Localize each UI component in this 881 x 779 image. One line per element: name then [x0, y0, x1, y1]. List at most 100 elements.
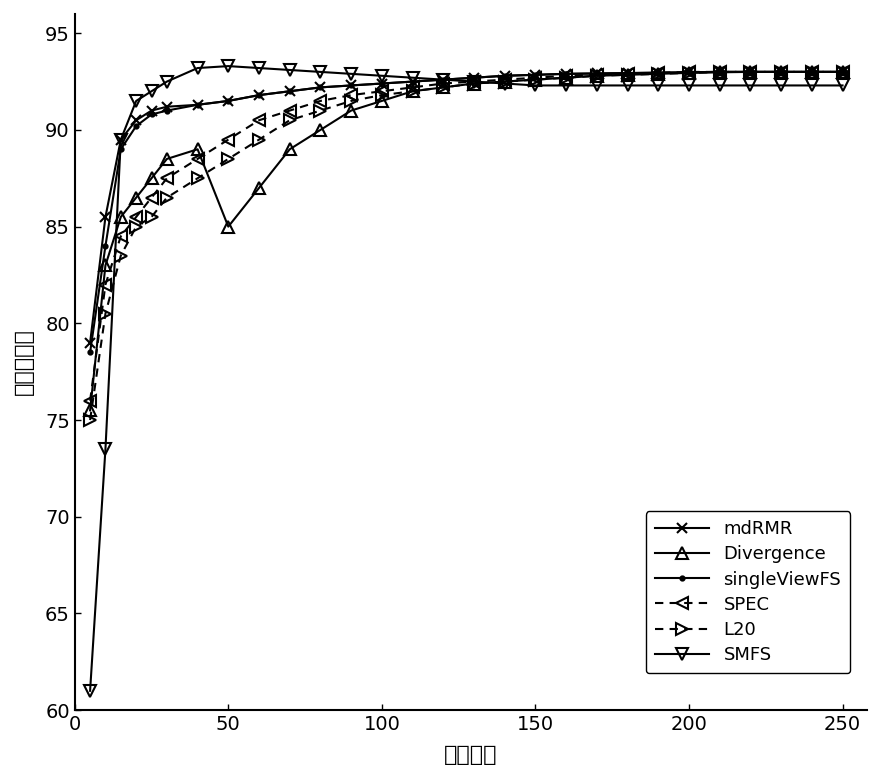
L20 — [622, 70, 633, 79]
SMFS — [438, 75, 448, 84]
SPEC — [684, 67, 694, 76]
Line: SMFS: SMFS — [84, 60, 848, 697]
L20 — [346, 97, 357, 106]
SMFS — [192, 63, 203, 72]
singleViewFS — [438, 75, 448, 84]
L20 — [530, 75, 541, 84]
singleViewFS — [622, 69, 633, 78]
L20 — [376, 90, 387, 100]
SMFS — [346, 69, 357, 79]
SMFS — [315, 67, 326, 76]
Divergence — [776, 67, 787, 76]
L20 — [146, 213, 157, 222]
SMFS — [100, 444, 111, 453]
L20 — [254, 135, 264, 144]
SPEC — [146, 193, 157, 203]
SPEC — [776, 67, 787, 76]
mdRMR — [745, 67, 756, 76]
SPEC — [653, 69, 663, 78]
Divergence — [115, 213, 126, 222]
Divergence — [714, 68, 725, 77]
Divergence — [100, 261, 111, 270]
mdRMR — [469, 73, 479, 83]
L20 — [714, 67, 725, 76]
Divergence — [254, 183, 264, 192]
SPEC — [500, 75, 510, 84]
Y-axis label: 总体精度％: 总体精度％ — [14, 329, 33, 396]
mdRMR — [346, 81, 357, 90]
L20 — [591, 71, 602, 80]
Divergence — [161, 154, 172, 164]
Line: singleViewFS: singleViewFS — [86, 68, 847, 357]
SPEC — [100, 280, 111, 289]
singleViewFS — [806, 67, 817, 76]
L20 — [837, 67, 848, 76]
SMFS — [837, 81, 848, 90]
SMFS — [223, 62, 233, 71]
Divergence — [223, 222, 233, 231]
L20 — [561, 73, 572, 83]
singleViewFS — [684, 68, 694, 77]
singleViewFS — [285, 86, 295, 96]
SMFS — [407, 73, 418, 83]
singleViewFS — [837, 67, 848, 76]
singleViewFS — [745, 67, 756, 76]
SPEC — [469, 77, 479, 86]
SPEC — [223, 135, 233, 144]
mdRMR — [561, 69, 572, 79]
Divergence — [131, 193, 142, 203]
L20 — [192, 174, 203, 183]
SPEC — [285, 106, 295, 115]
singleViewFS — [714, 67, 725, 76]
Divergence — [653, 69, 663, 79]
singleViewFS — [161, 106, 172, 115]
Divergence — [315, 125, 326, 135]
mdRMR — [591, 69, 602, 78]
SMFS — [530, 81, 541, 90]
SMFS — [500, 79, 510, 88]
SMFS — [469, 77, 479, 86]
SMFS — [161, 77, 172, 86]
L20 — [85, 415, 95, 425]
L20 — [745, 67, 756, 76]
mdRMR — [131, 115, 142, 125]
Legend: mdRMR, Divergence, singleViewFS, SPEC, L20, SMFS: mdRMR, Divergence, singleViewFS, SPEC, L… — [646, 511, 850, 673]
SPEC — [407, 83, 418, 92]
SPEC — [438, 79, 448, 88]
singleViewFS — [100, 241, 111, 251]
mdRMR — [100, 213, 111, 222]
SMFS — [622, 81, 633, 90]
SPEC — [192, 154, 203, 164]
L20 — [776, 67, 787, 76]
L20 — [223, 154, 233, 164]
Line: L20: L20 — [85, 66, 848, 425]
SMFS — [85, 686, 95, 696]
SMFS — [285, 65, 295, 75]
singleViewFS — [561, 69, 572, 79]
singleViewFS — [530, 70, 541, 79]
singleViewFS — [776, 67, 787, 76]
L20 — [100, 309, 111, 319]
Line: Divergence: Divergence — [85, 66, 848, 416]
SPEC — [85, 396, 95, 405]
SMFS — [561, 81, 572, 90]
SMFS — [254, 63, 264, 72]
SPEC — [591, 70, 602, 79]
singleViewFS — [469, 73, 479, 83]
Divergence — [376, 97, 387, 106]
SPEC — [530, 73, 541, 83]
SPEC — [161, 174, 172, 183]
L20 — [469, 79, 479, 88]
singleViewFS — [254, 90, 264, 100]
L20 — [285, 115, 295, 125]
mdRMR — [85, 338, 95, 347]
SMFS — [146, 86, 157, 96]
Divergence — [622, 70, 633, 79]
Divergence — [591, 71, 602, 80]
Divergence — [745, 67, 756, 76]
singleViewFS — [407, 77, 418, 86]
singleViewFS — [376, 79, 387, 88]
SPEC — [346, 90, 357, 100]
SMFS — [714, 81, 725, 90]
SPEC — [806, 67, 817, 76]
